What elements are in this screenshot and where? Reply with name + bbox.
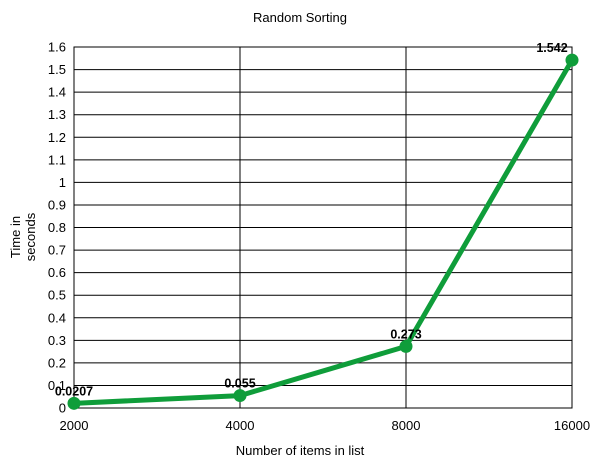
data-point: [67, 396, 81, 410]
y-tick-label: 0.4: [48, 310, 66, 325]
series-group: 0.0207 0.055 0.273 1.542: [55, 41, 579, 410]
x-axis-label: Number of items in list: [236, 443, 365, 458]
y-tick-label: 0.8: [48, 220, 66, 235]
y-tick-label: 1.1: [48, 152, 66, 167]
x-axis-ticks: 2000 4000 8000 16000: [60, 418, 591, 433]
y-tick-label: 0.5: [48, 288, 66, 303]
data-point: [233, 389, 247, 403]
chart-title: Random Sorting: [253, 10, 347, 25]
x-tick-label: 2000: [60, 418, 89, 433]
data-label: 1.542: [536, 41, 567, 55]
y-tick-label: 0.6: [48, 265, 66, 280]
series-line: [71, 57, 575, 406]
y-tick-label: 1.5: [48, 62, 66, 77]
grid-lines: [73, 46, 573, 409]
y-axis-label-line-2: seconds: [23, 212, 38, 261]
y-tick-label: 1: [59, 175, 66, 190]
y-axis-label-line-1: Time in: [8, 216, 23, 258]
x-tick-label: 4000: [226, 418, 255, 433]
y-tick-label: 1.4: [48, 85, 66, 100]
data-label: 0.0207: [55, 384, 93, 398]
y-axis-ticks: 0 0.1 0.2 0.3 0.4 0.5 0.6 0.7 0.8 0.9 1 1.1 1.2 1.3 1.…: [48, 40, 66, 416]
data-point: [399, 339, 413, 353]
y-tick-label: 1.3: [48, 107, 66, 122]
plot-area: [73, 46, 573, 409]
x-tick-label: 8000: [392, 418, 421, 433]
y-tick-label: 0.7: [48, 243, 66, 258]
data-point: [565, 53, 579, 67]
x-tick-label: 16000: [554, 418, 590, 433]
data-label: 0.055: [224, 377, 255, 391]
y-axis-label: Time in seconds: [8, 212, 38, 261]
y-tick-label: 0.1: [48, 378, 66, 393]
y-tick-label: 1.6: [48, 40, 66, 55]
y-tick-label: 0.9: [48, 197, 66, 212]
y-tick-label: 0: [59, 401, 66, 416]
y-tick-label: 1.2: [48, 130, 66, 145]
y-tick-label: 0.2: [48, 355, 66, 370]
data-label: 0.273: [390, 327, 421, 341]
y-tick-label: 0.3: [48, 333, 66, 348]
